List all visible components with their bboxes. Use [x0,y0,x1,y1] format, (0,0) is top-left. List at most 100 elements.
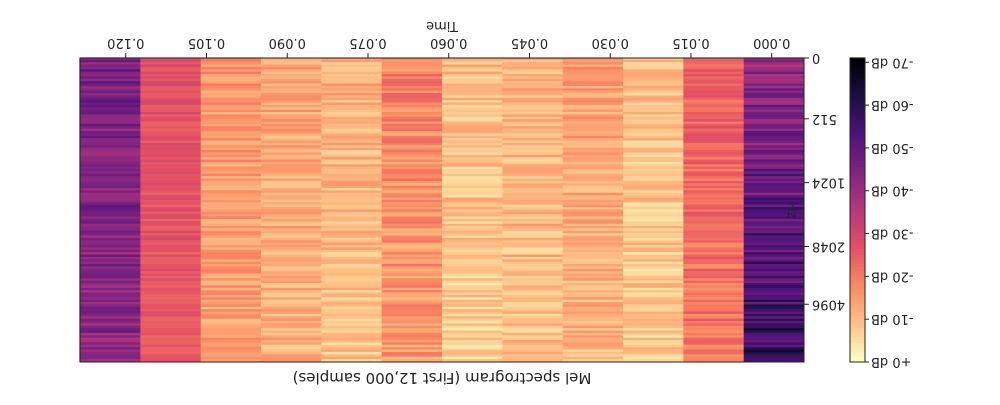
heatmap-cell [441,74,503,77]
heatmap-cell [501,66,563,70]
heatmap-cell [320,228,382,232]
heatmap-cell [79,90,141,94]
heatmap-cell [682,259,744,263]
heatmap-cell [682,275,744,279]
heatmap-cell [562,95,623,99]
heatmap-cell [200,114,261,118]
heatmap-cell [260,280,322,284]
heatmap-cell [79,330,141,334]
colorbar-segment [850,136,865,141]
heatmap-cell [743,140,804,144]
heatmap-cell [622,356,684,360]
colorbar-segment [850,242,865,247]
heatmap-cell [622,147,684,151]
heatmap-cell [381,131,442,134]
heatmap-cell [562,188,623,191]
heatmap-cell [682,256,744,260]
heatmap-cell [200,197,261,201]
heatmap-cell [381,325,442,329]
heatmap-cell [260,88,322,92]
heatmap-cell [381,85,442,89]
heatmap-cell [682,214,744,218]
heatmap-cell [441,247,503,251]
heatmap-cell [381,209,442,213]
heatmap-cell [441,275,503,279]
heatmap-cell [260,185,322,189]
heatmap-cell [682,62,744,66]
heatmap-cell [682,90,744,94]
heatmap-cell [743,228,804,232]
heatmap-cell [501,133,563,137]
heatmap-cell [441,283,503,286]
heatmap-cell [381,88,442,92]
heatmap-cell [441,169,503,172]
colorbar-segment [850,267,865,271]
heatmap-cell [441,294,503,298]
heatmap-cell [562,121,623,125]
heatmap-cell [381,316,442,320]
heatmap-cell [79,131,141,134]
heatmap-cell [622,133,684,137]
heatmap-cell [743,318,804,322]
heatmap-cell [501,285,563,289]
heatmap-cell [622,145,684,149]
heatmap-cell [260,159,322,163]
heatmap-cell [682,116,744,120]
heatmap-cell [381,335,442,339]
heatmap-cell [320,306,382,310]
heatmap-cell [381,237,442,241]
heatmap-cell [200,235,261,239]
heatmap-cell [501,297,563,301]
heatmap-cell [200,316,261,320]
heatmap-cell [682,254,744,258]
heatmap-cell [743,204,804,208]
heatmap-cell [79,209,141,213]
heatmap-cell [260,147,322,151]
heatmap-cell [139,259,201,263]
heatmap-cell [501,119,563,123]
heatmap-cell [622,207,684,210]
heatmap-cell [200,344,261,348]
heatmap-cell [501,190,563,194]
heatmap-cell [320,278,382,282]
heatmap-cell [441,259,503,263]
heatmap-cell [743,128,804,132]
heatmap-cell [441,180,503,184]
heatmap-cell [320,131,382,134]
heatmap-cell [139,318,201,322]
heatmap-cell [743,57,804,61]
heatmap-cell [562,230,623,234]
heatmap-cell [501,335,563,339]
heatmap-cell [200,150,261,153]
heatmap-cell [501,97,563,101]
heatmap-cell [501,62,563,66]
heatmap-cell [622,242,684,246]
colorbar-segment [850,109,865,113]
heatmap-cell [381,323,442,327]
heatmap-cell [381,306,442,310]
heatmap-cell [381,188,442,191]
heatmap-cell [743,261,804,265]
heatmap-cell [260,152,322,156]
heatmap-cell [441,252,503,256]
heatmap-cell [139,275,201,279]
heatmap-cell [682,247,744,251]
heatmap-cell [320,190,382,194]
heatmap-cell [320,304,382,308]
heatmap-cell [200,233,261,237]
heatmap-cell [682,83,744,87]
heatmap-cell [320,233,382,237]
heatmap-cell [743,230,804,234]
heatmap-cell [562,321,623,324]
heatmap-cell [260,304,322,308]
heatmap-cell [622,218,684,222]
colorbar-segment [850,340,865,344]
heatmap-cell [441,249,503,253]
heatmap-cell [743,278,804,282]
heatmap-cell [79,294,141,298]
heatmap-cell [139,340,201,343]
heatmap-cell [743,323,804,327]
colorbar-segment [850,78,865,83]
heatmap-cell [260,112,322,115]
heatmap-cell [682,340,744,343]
